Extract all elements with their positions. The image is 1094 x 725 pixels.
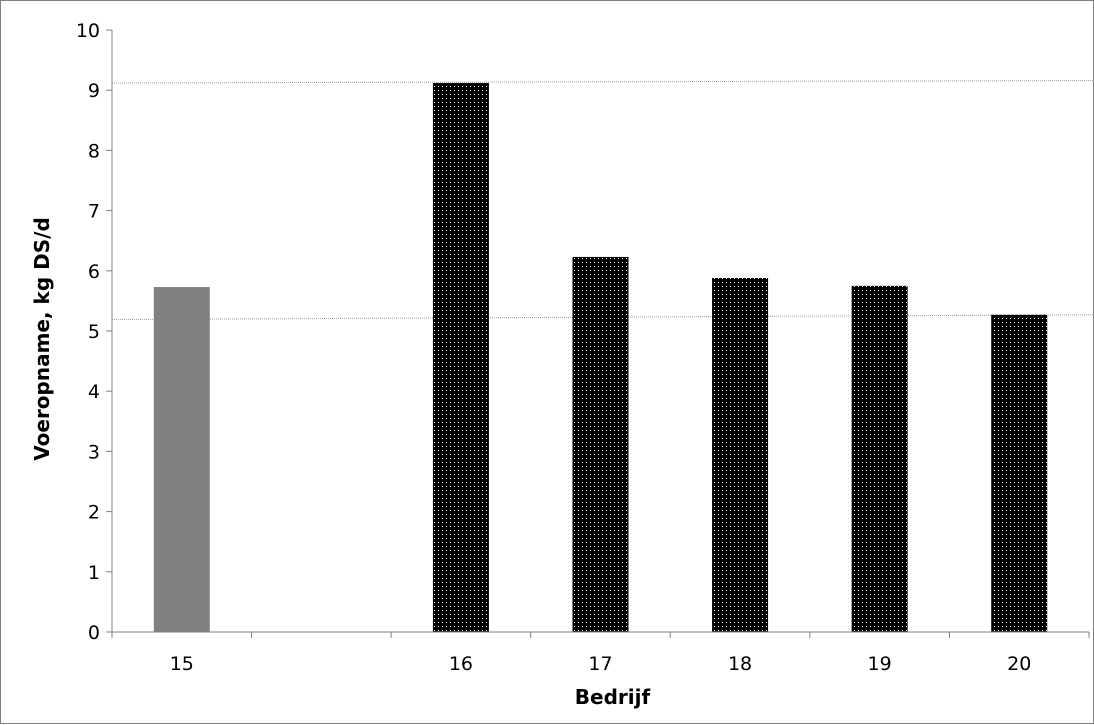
x-tick-label: 18 (728, 653, 752, 675)
x-tick-label: 20 (1007, 653, 1031, 675)
y-tick-label: 2 (88, 502, 100, 524)
y-tick-label: 8 (88, 140, 100, 162)
y-tick-label: 9 (88, 80, 100, 102)
bar-17 (572, 256, 629, 632)
bar-18 (712, 278, 769, 632)
bar-19 (851, 285, 908, 632)
reference-line (111, 80, 1094, 84)
y-tick-label: 1 (88, 562, 100, 584)
x-tick-label: 16 (449, 653, 473, 675)
y-tick-label: 10 (76, 20, 100, 42)
y-tick-label: 4 (88, 381, 100, 403)
y-tick-label: 5 (88, 321, 100, 343)
bar-16 (432, 82, 489, 632)
x-tick-label: 15 (170, 653, 194, 675)
x-tick-label: 17 (588, 653, 612, 675)
y-axis-title: Voeropname, kg DS/d (30, 217, 54, 461)
bar-15 (153, 287, 210, 632)
y-tick-label: 7 (88, 201, 100, 223)
y-tick-label: 3 (88, 441, 100, 463)
y-tick-label: 0 (88, 622, 100, 644)
x-tick-label: 19 (868, 653, 892, 675)
bar-20 (991, 314, 1048, 632)
x-axis-title: Bedrijf (575, 685, 651, 709)
y-tick-label: 6 (88, 261, 100, 283)
